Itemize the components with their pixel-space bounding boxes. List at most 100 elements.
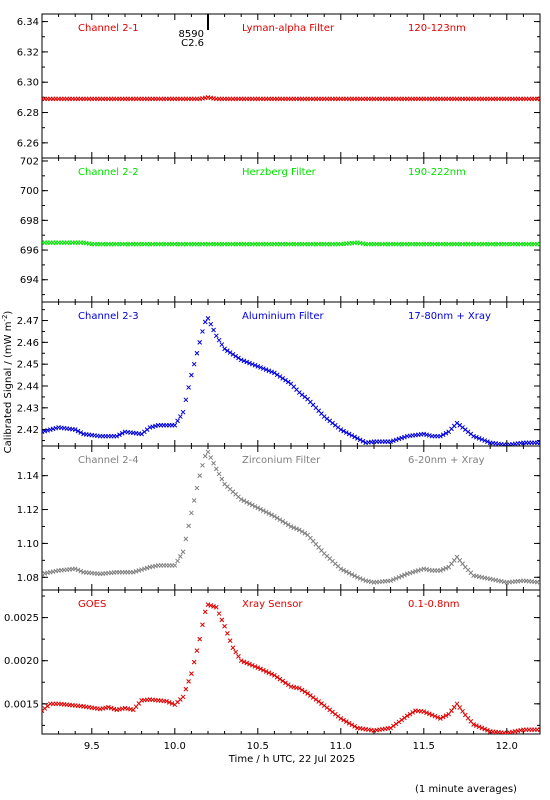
x-tick-label: 10.5 [247,741,269,752]
x-tick-label: 11.5 [413,741,435,752]
data-point [202,319,208,325]
data-point [407,711,413,717]
data-point [117,432,122,438]
data-point [180,694,186,700]
data-point [471,722,476,727]
data-point [219,342,225,347]
data-point [266,368,272,374]
data-point [191,361,197,367]
data-point [136,568,142,573]
data-point [205,316,211,321]
data-point [78,430,84,435]
data-point [233,353,239,359]
data-point [440,432,446,438]
y-tick-label: 702 [20,156,39,167]
panel-channel-label: Channel 2-2 [78,167,139,178]
data-point [479,725,485,731]
data-point [230,645,236,651]
data-point [440,714,446,720]
data-point [258,666,263,672]
panel-1: 6.26 6.28 6.30 6.32 6.34 Channel 2-1 Lyman-alp… [17,13,541,159]
data-point [258,365,263,370]
data-point [114,433,120,439]
data-point [202,453,208,459]
data-point [482,438,488,443]
data-point [346,570,352,576]
data-point [393,576,399,581]
y-tick-label: 0.0015 [4,699,39,710]
data-point [288,524,294,529]
panel-3: 2.42 2.43 2.44 2.45 2.46 2.47 Channel 2-3 Alumi… [17,301,541,447]
data-point [443,565,449,571]
data-point [471,433,476,439]
data-point [438,433,443,439]
data-point [537,580,540,585]
data-point [349,722,355,728]
data-point [438,716,443,721]
panel-5: 0.0015 0.0020 0.0025 GOES Xray Sensor 0.1-0.8… [4,589,541,735]
data-point [186,523,191,529]
data-point [280,519,286,524]
data-point [391,723,396,729]
data-point [310,695,316,700]
panel-4: 1.08 1.10 1.12 1.14 Channel 2-4 Zirconium Fil… [17,445,541,591]
data-point [164,698,169,704]
panel-frame [41,589,541,735]
panel-filter-label: Aluminium Filter [242,311,325,322]
data-point [202,609,208,615]
data-point [352,724,357,729]
data-point [283,377,288,383]
data-point [476,436,482,441]
data-point [208,603,214,608]
data-point [252,362,258,368]
y-tick-label: 696 [20,246,39,257]
data-point [111,706,117,712]
data-point [75,428,81,434]
data-point [482,726,488,732]
data-point [294,526,299,532]
panel-channel-label: Channel 2-1 [78,23,139,34]
data-point [169,701,175,706]
data-series [42,240,540,247]
data-point [225,348,230,354]
data-point [474,434,479,440]
y-tick-label: 2.46 [17,338,39,349]
data-point [393,437,399,443]
data-point [274,674,280,680]
data-point [258,506,263,512]
data-point [280,376,286,381]
data-point [272,673,277,678]
data-point [443,430,449,436]
data-point [355,574,360,580]
data-point [177,414,183,419]
panel-frame [41,445,541,591]
panel-frame [41,157,541,303]
data-point [283,520,288,526]
data-point [402,434,407,440]
data-point [75,567,81,573]
data-point [396,436,402,442]
flare-label: C2.6 [181,38,204,49]
data-point [142,566,147,572]
y-tick-label: 1.12 [17,505,39,516]
data-point [319,701,324,706]
data-point [476,724,482,730]
footnote: (1 minute averages) [415,784,517,795]
data-point [244,499,250,505]
data-point [424,710,429,716]
data-point [418,567,424,573]
data-point [213,333,219,339]
data-point [410,710,416,715]
data-point [485,727,490,733]
panel-channel-label: GOES [78,599,106,610]
data-point [291,525,297,530]
data-point [247,501,252,506]
data-point [277,517,283,523]
y-tick-label: 1.10 [17,539,39,550]
data-point [415,568,421,573]
data-point [189,671,194,676]
data-point [233,649,239,655]
data-point [200,622,205,628]
data-point [360,438,366,444]
